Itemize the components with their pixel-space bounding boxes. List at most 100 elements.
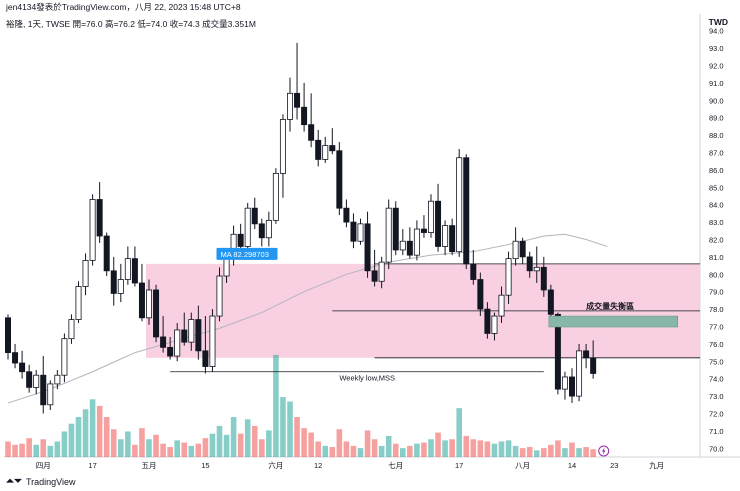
candle-body	[364, 223, 371, 272]
volume-bar	[244, 419, 251, 457]
weekly-low-label: Weekly low,MSS	[339, 374, 395, 383]
volume-bar	[505, 440, 512, 457]
candle-body	[413, 228, 420, 256]
volume-bar	[188, 445, 195, 457]
candle-body	[569, 376, 576, 397]
volume-bar	[153, 434, 159, 457]
candle-body	[237, 233, 244, 247]
candle-body	[399, 240, 406, 251]
candle-body	[272, 172, 279, 221]
price-axis-tick: 76.0	[709, 340, 724, 349]
volume-bar	[174, 440, 180, 457]
candle-body	[336, 150, 343, 209]
candle-body	[251, 207, 258, 225]
price-axis-tick: 82.0	[709, 236, 724, 245]
candle-body	[406, 240, 413, 256]
volume-bar	[315, 441, 321, 457]
price-axis-tick: 80.0	[709, 270, 724, 279]
price-axis-tick: 83.0	[709, 218, 724, 227]
candle-body	[103, 235, 110, 272]
volume-bar	[280, 397, 286, 457]
price-axis-tick: 81.0	[709, 253, 724, 262]
volume-bar	[75, 417, 82, 457]
candle-body	[138, 282, 145, 319]
volume-bar	[541, 448, 547, 457]
volume-bar	[223, 434, 230, 457]
volume-bar	[555, 440, 561, 457]
candle-body	[47, 383, 54, 406]
price-axis-tick: 90.0	[709, 96, 724, 105]
volume-bar	[40, 439, 47, 457]
moving-average-line	[7, 233, 608, 404]
volume-bar	[400, 448, 406, 457]
time-axis-tick: 六月	[268, 460, 283, 470]
price-axis-tick: 92.0	[709, 62, 724, 71]
volume-bar	[146, 439, 152, 457]
candle-body	[294, 92, 301, 108]
ohlc-info: 裕隆, 1天, TWSE 開=76.0 高=76.2 低=74.0 收=74.3…	[6, 19, 256, 29]
candle-body	[576, 350, 583, 397]
time-axis-tick: 五月	[142, 461, 157, 470]
candle-body	[96, 199, 103, 237]
candle-body	[512, 240, 519, 260]
volume-bar	[118, 439, 124, 457]
volume-bar	[167, 447, 173, 457]
volume-bar	[371, 439, 378, 457]
volume-bar	[569, 442, 575, 457]
volume-bar	[407, 445, 413, 457]
volume-bar	[68, 423, 75, 457]
lightning-bolt	[601, 447, 606, 455]
candle-body	[160, 336, 167, 348]
price-axis-tick: 94.0	[709, 27, 724, 36]
volume-imbalance-box	[548, 315, 678, 328]
volume-bar	[357, 448, 364, 457]
price-axis-tick: 88.0	[709, 131, 724, 140]
candle-body	[5, 317, 11, 353]
candle-body	[561, 376, 568, 390]
volume-bar	[343, 441, 350, 457]
volume-bar	[477, 440, 484, 457]
volume-bar	[385, 435, 392, 457]
candle-body	[456, 157, 463, 253]
volume-bar	[533, 450, 540, 457]
volume-bar	[251, 425, 258, 457]
candle-body	[131, 258, 138, 284]
volume-bar	[287, 401, 293, 457]
volume-bar	[350, 445, 357, 457]
ma-label-text: MA 82.298703	[221, 250, 269, 259]
volume-bar	[583, 447, 589, 457]
volume-bar	[294, 417, 300, 457]
candle-body	[26, 371, 33, 388]
volume-bar	[96, 405, 103, 457]
candle-body	[33, 374, 40, 388]
volume-bar	[491, 443, 498, 457]
chart-header: jen4134發表於TradingView.com，八月 22, 2023 15…	[6, 2, 256, 30]
candle-body	[357, 223, 364, 242]
volume-bar	[110, 429, 117, 457]
volume-bar	[364, 430, 371, 457]
volume-bar	[336, 429, 343, 457]
tradingview-footer[interactable]: ⏶⏷ TradingView	[6, 476, 76, 487]
candle-body	[350, 221, 357, 242]
candle-body	[526, 256, 533, 272]
candle-body	[420, 228, 427, 233]
candle-body	[519, 240, 526, 258]
volume-bar	[484, 441, 491, 457]
candle-body	[533, 266, 540, 272]
currency-label: TWD	[708, 17, 728, 27]
volume-bar	[181, 442, 188, 457]
volume-bar	[82, 409, 89, 457]
candle-body	[195, 319, 202, 352]
price-axis-tick: 86.0	[709, 166, 724, 175]
candle-body	[378, 261, 385, 282]
volume-bar	[160, 443, 166, 457]
volume-bar	[195, 443, 202, 457]
time-axis-tick: 七月	[388, 461, 403, 470]
volume-bar	[378, 445, 385, 457]
volume-bar	[442, 440, 448, 457]
time-axis-tick: 23	[610, 461, 618, 470]
candle-body	[498, 294, 505, 317]
candle-body	[244, 207, 251, 247]
volume-bar	[322, 445, 329, 457]
